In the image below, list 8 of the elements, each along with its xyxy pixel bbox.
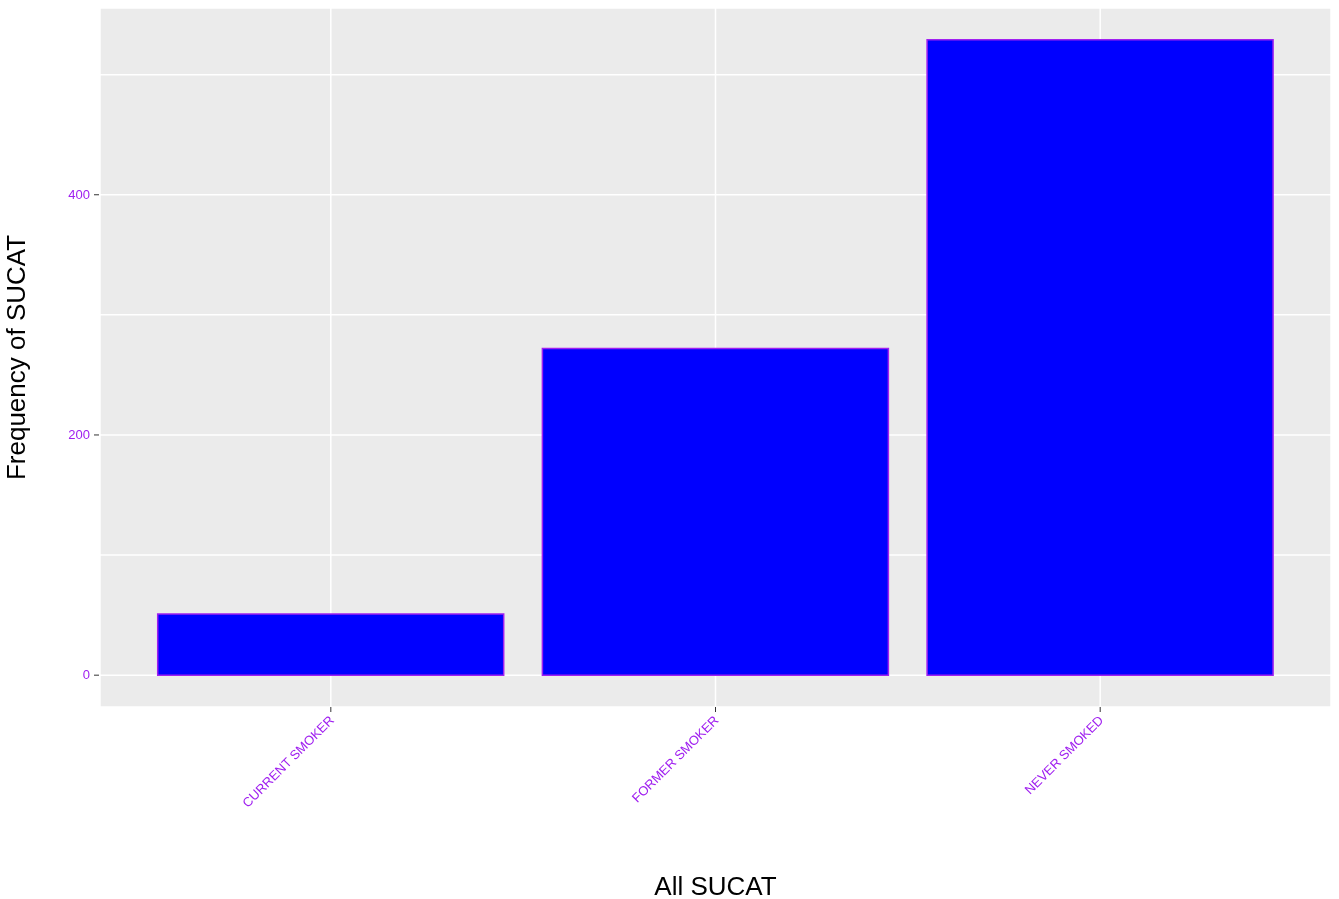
y-tick-label: 400 <box>68 186 90 202</box>
bar <box>156 613 505 676</box>
x-axis-title: All SUCAT <box>654 871 777 899</box>
bar <box>926 39 1274 676</box>
y-axis-title: Frequency of SUCAT <box>1 234 32 481</box>
bar <box>541 347 890 676</box>
y-tick-label: 200 <box>68 426 90 442</box>
y-tick-label: 0 <box>82 667 90 683</box>
